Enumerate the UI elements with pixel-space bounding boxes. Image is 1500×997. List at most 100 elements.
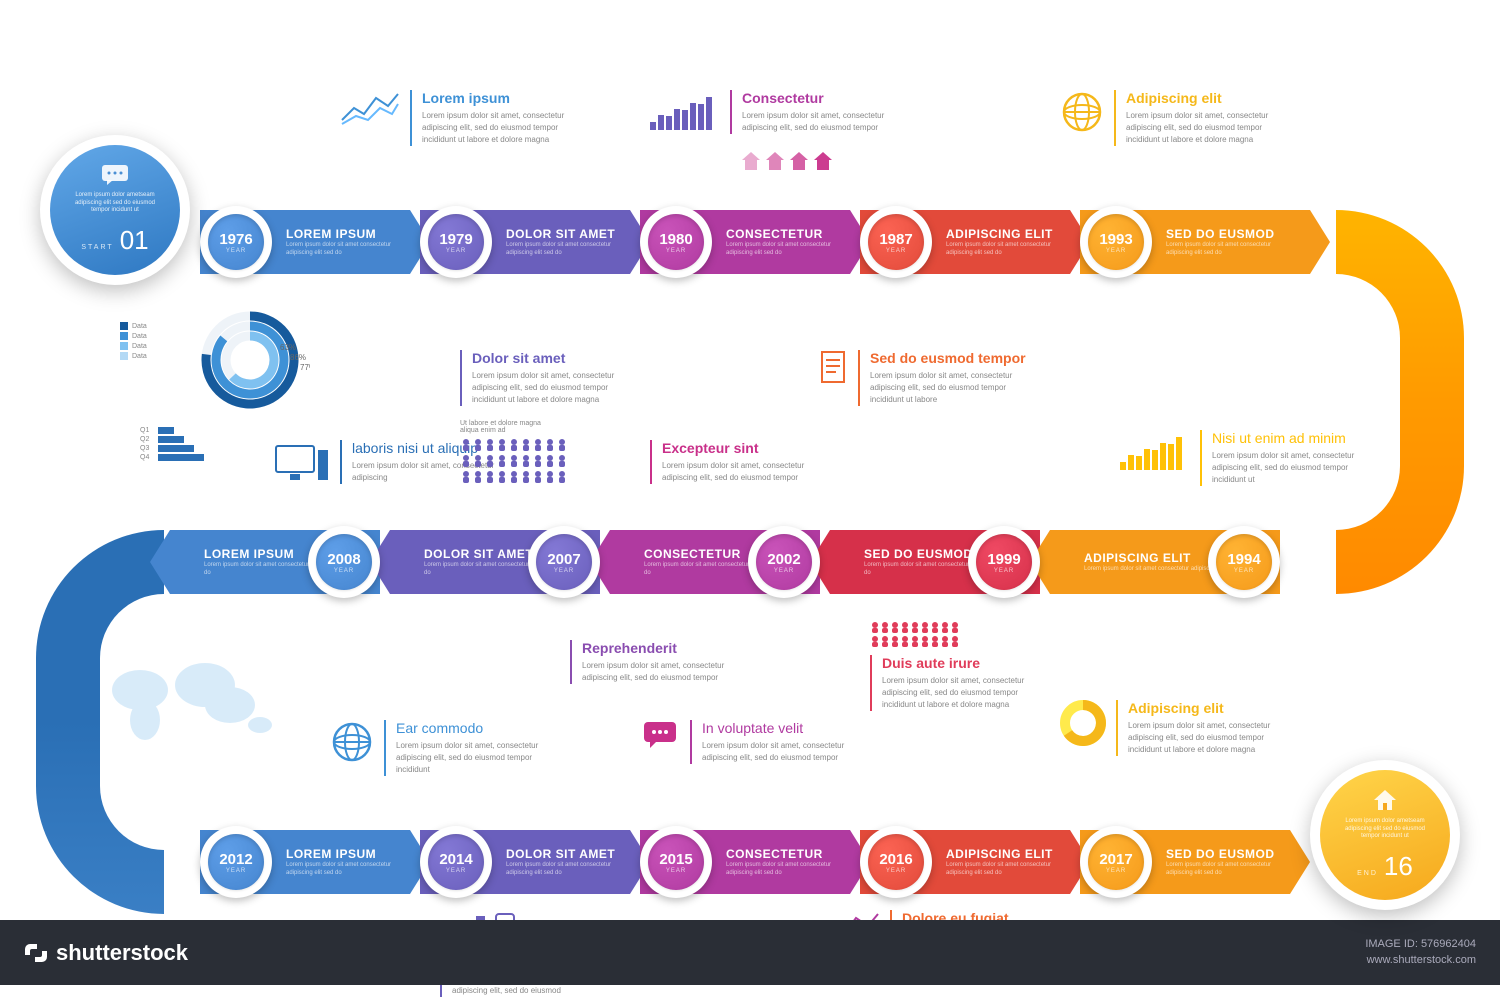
home-icon: [1372, 788, 1398, 812]
year-sublabel: YEAR: [1234, 568, 1254, 574]
year-circle: 1994YEAR: [1208, 526, 1280, 598]
people-rows: [870, 620, 966, 655]
callout: Sed do eusmod tempor Lorem ipsum dolor si…: [820, 350, 1070, 406]
start-tag: START: [81, 244, 113, 251]
footer-brand-text: shutterstock: [56, 940, 188, 966]
callout-title: Nisi ut enim ad minim: [1212, 430, 1370, 446]
donut-chart: 77%86%63%: [190, 310, 310, 410]
svg-text:86%: 86%: [290, 353, 306, 362]
year-sublabel: YEAR: [554, 568, 574, 574]
callout-body: Lorem ipsum dolor sit amet, consectetur …: [1126, 110, 1284, 146]
world-map: [90, 650, 290, 760]
year-circle: 2002YEAR: [748, 526, 820, 598]
year-value: 1987: [879, 231, 912, 248]
callout-body: Lorem ipsum dolor sit amet, consectetur …: [396, 740, 554, 776]
segment-body: Lorem ipsum dolor sit amet consectetur a…: [492, 241, 630, 258]
segment-label: CONSECTETUR: [712, 847, 850, 861]
segment-body: Lorem ipsum dolor sit amet consectetur a…: [1152, 241, 1310, 258]
year-sublabel: YEAR: [886, 248, 906, 254]
segment-label: ADIPISCING ELIT: [932, 227, 1070, 241]
chat-icon: [101, 164, 129, 186]
callout-body: Lorem ipsum dolor sit amet, consectetur …: [662, 460, 820, 484]
ribbon-row-1: LOREM IPSUMLorem ipsum dolor sit amet co…: [100, 210, 1400, 274]
callout: Ear commodo Lorem ipsum dolor sit amet, c…: [330, 720, 580, 776]
shutterstock-logo-icon: [24, 941, 48, 965]
callout-title: Duis aute irure: [882, 655, 1040, 671]
year-sublabel: YEAR: [666, 868, 686, 874]
callout-body: Lorem ipsum dolor sit amet, consectetur …: [1212, 450, 1370, 486]
year-value: 1999: [987, 551, 1020, 568]
year-sublabel: YEAR: [774, 568, 794, 574]
callout: Adipiscing elitLorem ipsum dolor sit ame…: [1060, 700, 1310, 756]
callout-title: Ear commodo: [396, 720, 554, 736]
footer-brand: shutterstock: [24, 940, 188, 966]
year-circle: 2016YEAR: [860, 826, 932, 898]
year-circle: 2012YEAR: [200, 826, 272, 898]
donut: [1060, 700, 1106, 751]
bar-chart: [650, 90, 720, 135]
start-circle: Lorem ipsum dolor ametseam adipiscing el…: [40, 135, 190, 285]
callout-body: Lorem ipsum dolor sit amet, consectetur …: [422, 110, 580, 146]
year-circle: 2015YEAR: [640, 826, 712, 898]
year-value: 2014: [439, 851, 472, 868]
year-sublabel: YEAR: [446, 248, 466, 254]
year-value: 1980: [659, 231, 692, 248]
start-num: 01: [120, 225, 149, 256]
year-sublabel: YEAR: [226, 868, 246, 874]
year-value: 2017: [1099, 851, 1132, 868]
segment-label: DOLOR SIT AMET: [492, 847, 630, 861]
year-value: 2008: [327, 551, 360, 568]
callout-title: Lorem ipsum: [422, 90, 580, 106]
segment-label: CONSECTETUR: [712, 227, 850, 241]
year-value: 2016: [879, 851, 912, 868]
line-chart: [340, 90, 400, 133]
year-sublabel: YEAR: [226, 248, 246, 254]
callout-body: Lorem ipsum dolor sit amet, consectetur …: [870, 370, 1028, 406]
segment-label: LOREM IPSUM: [272, 847, 410, 861]
infographic-canvas: LOREM IPSUMLorem ipsum dolor sit amet co…: [0, 0, 1500, 920]
year-circle: 1976YEAR: [200, 206, 272, 278]
segment-body: Lorem ipsum dolor sit amet consectetur a…: [932, 241, 1070, 258]
ribbon-row-3: LOREM IPSUMLorem ipsum dolor sit amet co…: [100, 830, 1400, 894]
end-circle-text: Lorem ipsum dolor ametseam adipiscing el…: [1332, 818, 1438, 841]
callout-body: Lorem ipsum dolor sit amet, consectetur …: [1128, 720, 1286, 756]
callout-title: Sed do eusmod tempor: [870, 350, 1028, 366]
callout-title: Adipiscing elit: [1126, 90, 1284, 106]
callout: Adipiscing elit Lorem ipsum dolor sit ame…: [1060, 90, 1310, 146]
segment-label: DOLOR SIT AMET: [492, 227, 630, 241]
callout-title: In voluptate velit: [702, 720, 860, 736]
callout: Dolor sit amet Lorem ipsum dolor sit amet…: [460, 350, 710, 406]
footer-meta: IMAGE ID: 576962404 www.shutterstock.com: [1365, 937, 1476, 968]
callout-title: Consectetur: [742, 90, 900, 106]
year-circle: 2007YEAR: [528, 526, 600, 598]
callout: In voluptate velit Lorem ipsum dolor sit …: [640, 720, 890, 764]
doc-icon: [820, 350, 848, 389]
year-sublabel: YEAR: [886, 868, 906, 874]
people-grid: Ut labore et dolore magnaaliqua enim ad: [460, 420, 568, 490]
segment-label: SED DO EUSMOD: [1152, 227, 1310, 241]
callout: Excepteur sintLorem ipsum dolor sit amet…: [650, 440, 900, 484]
year-circle: 1980YEAR: [640, 206, 712, 278]
year-sublabel: YEAR: [334, 568, 354, 574]
svg-text:63%: 63%: [280, 343, 296, 352]
year-value: 1994: [1227, 551, 1260, 568]
callout-title: Dolor sit amet: [472, 350, 630, 366]
year-circle: 1979YEAR: [420, 206, 492, 278]
year-value: 2015: [659, 851, 692, 868]
segment-body: Lorem ipsum dolor sit amet consectetur a…: [1152, 861, 1290, 878]
year-sublabel: YEAR: [666, 248, 686, 254]
callout: Lorem ipsum Lorem ipsum dolor sit amet, c…: [340, 90, 590, 146]
callout-body: Lorem ipsum dolor sit amet, consectetur …: [702, 740, 860, 764]
globe-icon: [1060, 90, 1104, 139]
callout-body: Lorem ipsum dolor sit amet, consectetur …: [472, 370, 630, 406]
footer-bar: shutterstock IMAGE ID: 576962404 www.shu…: [0, 920, 1500, 985]
callout-body: Lorem ipsum dolor sit amet, consectetur …: [582, 660, 740, 684]
segment-body: Lorem ipsum dolor sit amet consectetur a…: [932, 861, 1070, 878]
segment-body: Lorem ipsum dolor sit amet consectetur a…: [272, 861, 410, 878]
year-value: 2002: [767, 551, 800, 568]
segment-label: ADIPISCING ELIT: [932, 847, 1070, 861]
year-circle: 1999YEAR: [968, 526, 1040, 598]
year-circle: 2014YEAR: [420, 826, 492, 898]
year-value: 1993: [1099, 231, 1132, 248]
globe-icon: [330, 720, 374, 769]
